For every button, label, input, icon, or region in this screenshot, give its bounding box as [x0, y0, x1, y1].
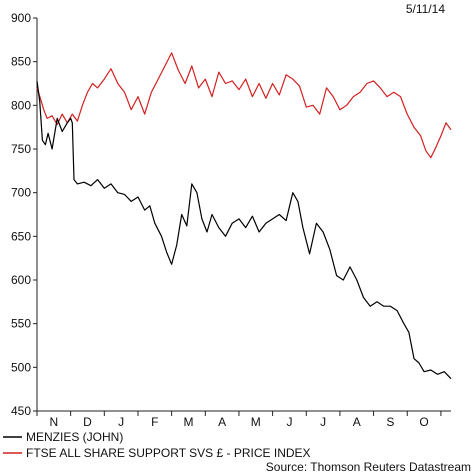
series-lines [36, 52, 452, 380]
axes [36, 18, 451, 412]
y-tick-label: 500 [11, 360, 31, 374]
x-tick-label: J [320, 415, 326, 429]
y-tick-label: 800 [11, 98, 31, 112]
x-tick-label: O [419, 415, 428, 429]
x-tick-label: S [386, 415, 394, 429]
x-tick-label: A [218, 415, 226, 429]
source-label: Source: Thomson Reuters Datastream [266, 460, 471, 474]
x-tick-label: M [183, 415, 193, 429]
x-tick-label: M [251, 415, 261, 429]
x-tick-label: A [353, 415, 361, 429]
series-line-menzies [36, 80, 452, 380]
y-tick-label: 450 [11, 404, 31, 418]
legend: MENZIES (JOHN) FTSE ALL SHARE SUPPORT SV… [3, 430, 311, 460]
y-tick-label: 750 [11, 142, 31, 156]
series-line-ftse [36, 52, 452, 159]
x-tick-label: J [286, 415, 292, 429]
y-tick-label: 650 [11, 229, 31, 243]
legend-label-menzies: MENZIES (JOHN) [26, 430, 123, 444]
x-tick-label: D [83, 415, 92, 429]
y-tick-label: 850 [11, 55, 31, 69]
legend-label-ftse: FTSE ALL SHARE SUPPORT SVS £ - PRICE IND… [26, 446, 311, 460]
x-tick-label: J [118, 415, 124, 429]
y-tick-label: 900 [11, 11, 31, 25]
y-tick-label: 600 [11, 273, 31, 287]
x-tick-label: N [49, 415, 58, 429]
date-label: 5/11/14 [406, 2, 445, 16]
y-ticks: 450 500 550 600 650 700 750 800 850 900 [11, 11, 37, 418]
y-tick-label: 700 [11, 186, 31, 200]
y-tick-label: 550 [11, 317, 31, 331]
x-tick-label: F [151, 415, 158, 429]
